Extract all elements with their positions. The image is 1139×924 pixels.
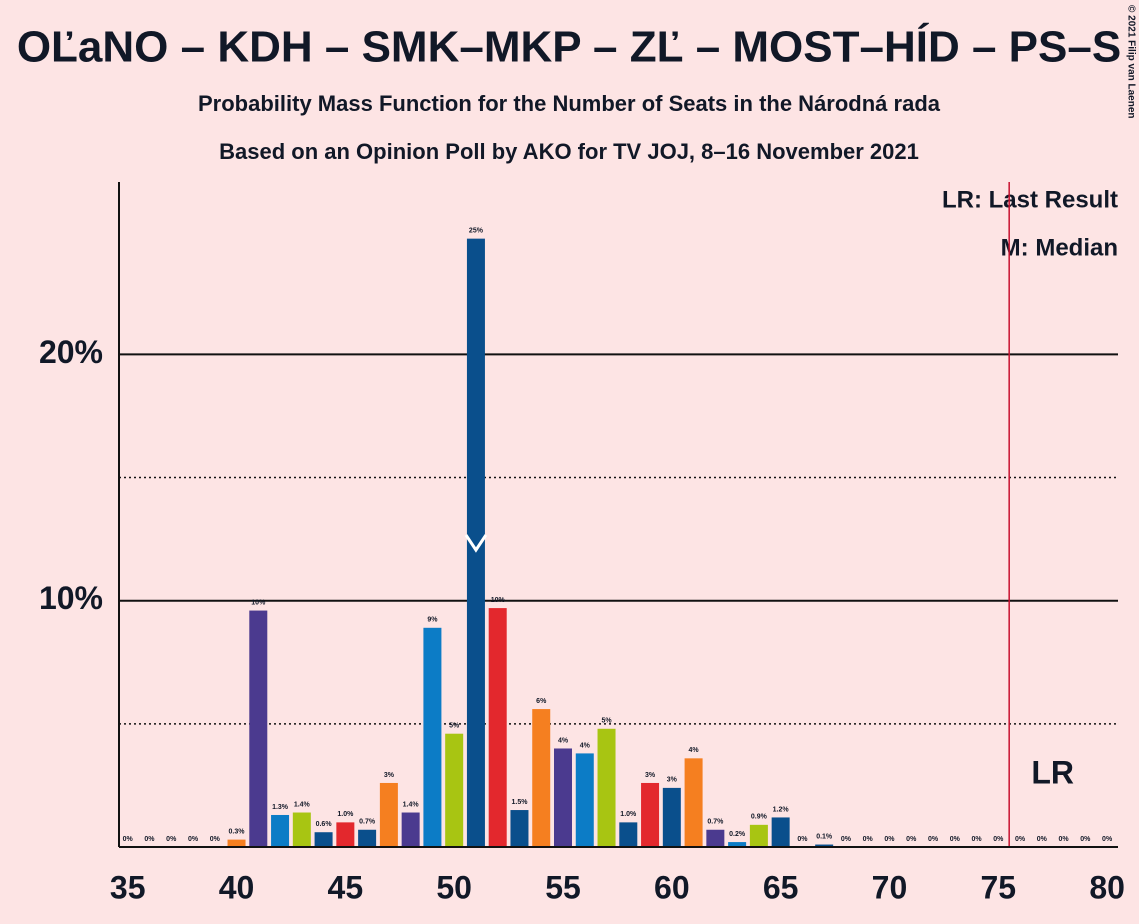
bar xyxy=(749,824,768,847)
value-label: 0.7% xyxy=(359,819,376,826)
x-tick-label: 35 xyxy=(110,869,146,905)
value-label: 0% xyxy=(971,836,982,843)
bar xyxy=(336,822,355,847)
bar xyxy=(227,839,246,847)
bar xyxy=(358,829,377,847)
value-label: 0% xyxy=(993,836,1004,843)
bar xyxy=(379,782,398,847)
median-marker xyxy=(464,534,488,553)
x-tick-label: 50 xyxy=(436,869,472,905)
value-label: 6% xyxy=(536,698,547,705)
value-label: 1.0% xyxy=(337,811,354,818)
value-label: 0.2% xyxy=(729,831,746,838)
x-tick-label: 75 xyxy=(980,869,1016,905)
value-label: 0% xyxy=(906,836,917,843)
bar xyxy=(249,610,268,847)
value-label: 0.1% xyxy=(816,833,833,840)
bar xyxy=(662,787,681,847)
value-label: 1.4% xyxy=(294,801,311,808)
value-label: 0% xyxy=(841,836,852,843)
bar xyxy=(423,627,442,847)
value-label: 1.4% xyxy=(403,801,420,808)
value-label: 9% xyxy=(427,617,438,624)
legend-entry: LR: Last Result xyxy=(942,186,1118,213)
value-label: 0% xyxy=(1015,836,1026,843)
value-label: 0% xyxy=(1080,836,1091,843)
x-tick-label: 55 xyxy=(545,869,581,905)
value-label: 0% xyxy=(123,836,134,843)
value-label: 1.0% xyxy=(620,811,637,818)
bar xyxy=(815,844,834,847)
y-tick-label: 10% xyxy=(39,580,103,616)
value-label: 0% xyxy=(950,836,961,843)
value-label: 0% xyxy=(166,836,177,843)
value-label: 0% xyxy=(1037,836,1048,843)
value-label: 10% xyxy=(251,599,266,606)
value-label: 0% xyxy=(144,836,155,843)
bar xyxy=(706,829,725,847)
chart-subtitle: Probability Mass Function for the Number… xyxy=(198,91,941,116)
bar xyxy=(314,832,333,847)
value-label: 5% xyxy=(449,723,460,730)
y-tick-label: 20% xyxy=(39,334,103,370)
copyright: © 2021 Filip van Laenen xyxy=(1125,5,1136,119)
value-label: 25% xyxy=(469,227,484,234)
x-tick-label: 65 xyxy=(763,869,799,905)
value-label: 4% xyxy=(558,737,569,744)
bar xyxy=(554,748,572,847)
value-label: 4% xyxy=(580,742,591,749)
value-label: 0% xyxy=(928,836,939,843)
value-label: 0% xyxy=(797,836,808,843)
bar xyxy=(488,608,507,847)
bar xyxy=(619,822,638,847)
value-label: 3% xyxy=(667,777,678,784)
bar xyxy=(532,709,551,847)
bar xyxy=(445,733,464,847)
x-tick-label: 40 xyxy=(219,869,255,905)
bar xyxy=(510,810,529,847)
value-label: 3% xyxy=(645,772,656,779)
value-label: 3% xyxy=(384,772,395,779)
bar xyxy=(292,812,311,847)
x-tick-label: 70 xyxy=(872,869,908,905)
bar xyxy=(771,817,790,847)
value-label: 0% xyxy=(884,836,895,843)
value-label: 4% xyxy=(689,747,700,754)
value-label: 0.6% xyxy=(316,821,333,828)
bar xyxy=(466,238,485,848)
value-label: 1.5% xyxy=(511,799,528,806)
bar xyxy=(684,758,703,847)
legend-entry: M: Median xyxy=(1001,234,1118,261)
bar xyxy=(271,814,290,847)
value-label: 0% xyxy=(1059,836,1070,843)
value-label: 0% xyxy=(1102,836,1113,843)
value-label: 1.2% xyxy=(773,806,790,813)
bar xyxy=(641,782,660,847)
value-label: 10% xyxy=(491,597,506,604)
bar xyxy=(575,753,594,847)
value-label: 0.7% xyxy=(707,819,724,826)
bar xyxy=(728,842,747,847)
last-result-label: LR xyxy=(1031,754,1074,790)
x-tick-label: 45 xyxy=(328,869,364,905)
chart-title: OĽaNO – KDH – SMK–MKP – ZĽ – MOST–HÍD – … xyxy=(17,22,1121,72)
value-label: 0% xyxy=(863,836,874,843)
value-label: 0% xyxy=(210,836,221,843)
value-label: 5% xyxy=(601,718,612,725)
x-tick-label: 80 xyxy=(1089,869,1125,905)
x-tick-label: 60 xyxy=(654,869,690,905)
bar xyxy=(401,812,420,847)
value-label: 0.9% xyxy=(751,814,768,821)
bar xyxy=(597,728,616,847)
value-label: 0.3% xyxy=(229,828,246,835)
value-label: 0% xyxy=(188,836,199,843)
chart-subtitle: Based on an Opinion Poll by AKO for TV J… xyxy=(219,139,919,164)
value-label: 1.3% xyxy=(272,804,289,811)
